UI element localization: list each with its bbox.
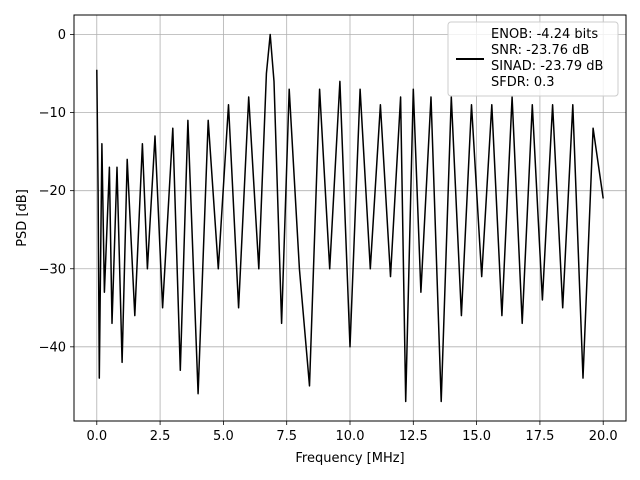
y-axis-label: PSD [dB] [15,189,30,247]
y-tick-label: 0 [58,28,66,43]
legend-box [447,21,619,97]
x-tick-label: 5.0 [213,429,234,444]
x-axis: 0.0 2.5 5.0 7.5 10.0 12.5 15.0 17.5 20.0 [86,421,618,444]
x-tick-label: 12.5 [399,429,428,444]
y-tick-label: −20 [39,184,66,199]
y-axis: 0 −10 −20 −30 −40 [39,28,74,355]
x-tick-label: 15.0 [462,429,491,444]
x-tick-label: 2.5 [150,429,171,444]
x-tick-label: 0.0 [86,429,107,444]
legend-entry-sinad: SINAD: -23.79 dB [491,59,603,74]
series-group [96,33,604,403]
y-tick-label: −40 [39,340,66,355]
psd-series-line [96,33,604,403]
legend-entry-sfdr: SFDR: 0.3 [491,75,555,90]
x-axis-label: Frequency [MHz] [295,451,404,466]
x-tick-label: 20.0 [589,429,618,444]
legend: ENOB: -4.24 bits SNR: -23.76 dB SINAD: -… [447,21,619,97]
x-tick-label: 17.5 [525,429,554,444]
x-tick-label: 10.0 [336,429,365,444]
x-tick-label: 7.5 [276,429,297,444]
legend-entry-enob: ENOB: -4.24 bits [491,27,598,42]
y-tick-label: −30 [39,262,66,277]
y-tick-label: −10 [39,106,66,121]
legend-entry-snr: SNR: -23.76 dB [491,43,589,58]
